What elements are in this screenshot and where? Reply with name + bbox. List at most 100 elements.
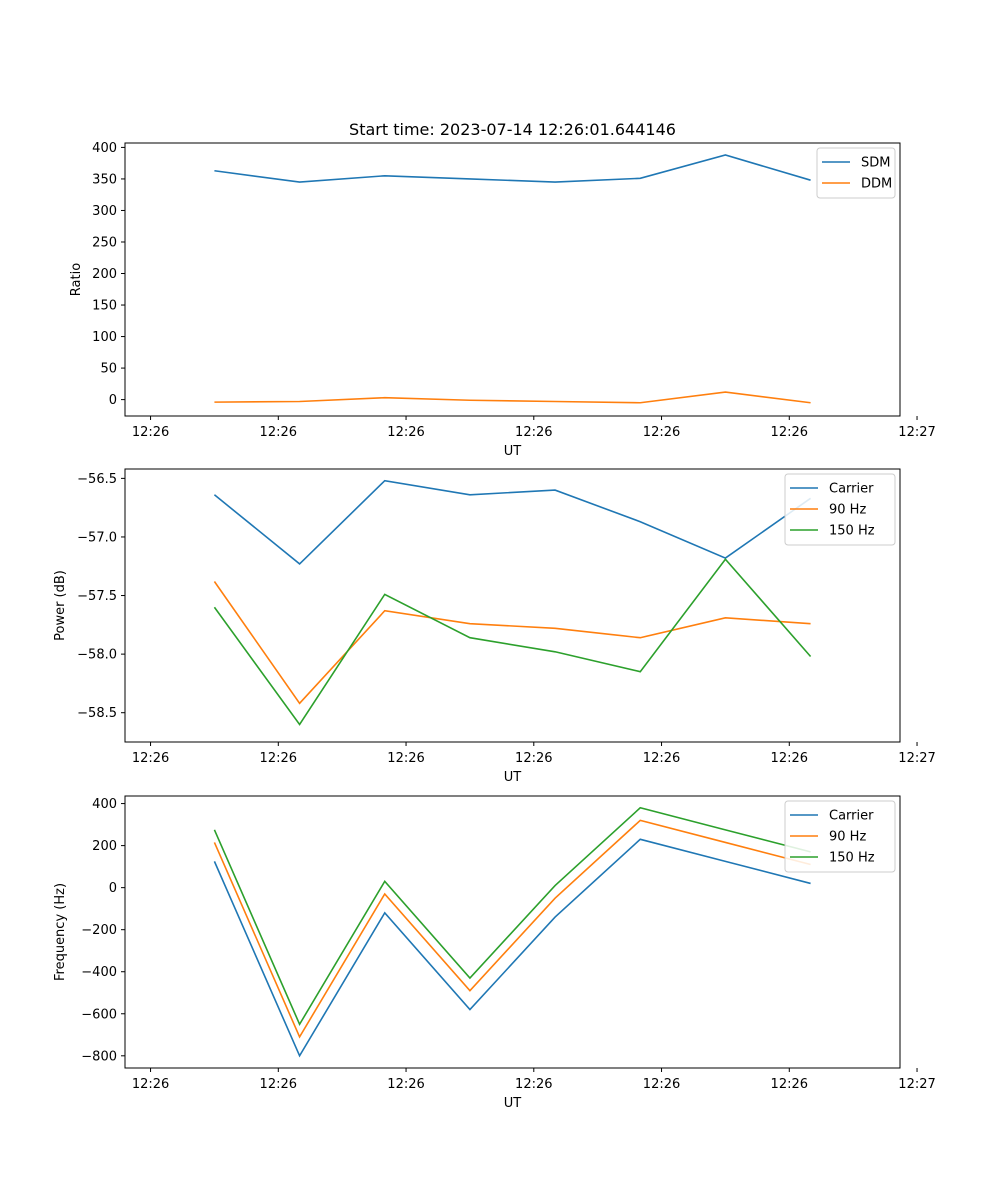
y-tick-label: −600	[81, 1007, 117, 1022]
data-point	[469, 977, 471, 979]
data-point	[384, 610, 386, 612]
y-tick-label: 250	[92, 235, 117, 250]
y-axis-label: Power (dB)	[53, 570, 68, 641]
y-axis-label: Ratio	[69, 263, 84, 296]
data-point	[724, 860, 726, 862]
y-tick-label: 150	[92, 299, 117, 314]
data-point	[298, 723, 300, 725]
x-tick-label: 12:26	[132, 751, 169, 766]
x-tick-label: 12:26	[260, 751, 297, 766]
y-tick-label: −57.0	[77, 530, 117, 545]
chart-title: Start time: 2023-07-14 12:26:01.644146	[349, 120, 676, 139]
data-point	[639, 807, 641, 809]
data-point	[469, 622, 471, 624]
legend-label: Carrier	[829, 482, 874, 497]
legend-box	[816, 147, 896, 199]
y-tick-label: −58.5	[77, 706, 117, 721]
data-point	[469, 637, 471, 639]
y-tick-label: 100	[92, 330, 117, 345]
data-point	[639, 402, 641, 404]
data-point	[213, 401, 215, 403]
x-tick-label: 12:26	[643, 425, 680, 440]
x-tick-label: 12:26	[387, 1077, 424, 1092]
data-point	[639, 177, 641, 179]
data-point	[724, 154, 726, 156]
data-point	[298, 702, 300, 704]
data-point	[384, 593, 386, 595]
series-line-90-hz	[213, 819, 811, 1039]
x-tick-label: 12:26	[643, 751, 680, 766]
y-axis-label: Frequency (Hz)	[53, 883, 68, 981]
legend: Carrier 90 Hz 150 Hz	[784, 473, 896, 546]
data-point	[469, 989, 471, 991]
axes-frame	[124, 468, 901, 743]
data-point	[724, 391, 726, 393]
legend-label: 150 Hz	[829, 851, 875, 866]
legend-box	[784, 800, 896, 873]
y-tick-label: 0	[109, 393, 117, 408]
x-tick-label: 12:27	[898, 425, 935, 440]
data-point	[469, 494, 471, 496]
legend-label: 90 Hz	[829, 503, 866, 518]
x-tick-label: 12:26	[260, 425, 297, 440]
data-point	[554, 884, 556, 886]
x-tick-label: 12:26	[643, 1077, 680, 1092]
data-point	[298, 1036, 300, 1038]
x-tick-label: 12:26	[515, 425, 552, 440]
data-point	[809, 179, 811, 181]
x-tick-label: 12:26	[260, 1077, 297, 1092]
legend-label: DDM	[861, 177, 892, 192]
panel-3: 12:26 12:26 12:26 12:26 12:26 12:26 12:27 −800 −…	[53, 795, 936, 1111]
data-point	[724, 558, 726, 560]
x-axis-label: UT	[504, 770, 522, 785]
data-point	[554, 400, 556, 402]
x-tick-label: 12:26	[387, 425, 424, 440]
data-point	[554, 897, 556, 899]
x-tick-label: 12:26	[771, 1077, 808, 1092]
data-point	[384, 397, 386, 399]
legend-label: 150 Hz	[829, 524, 875, 539]
y-tick-label: 0	[109, 881, 117, 896]
y-tick-label: −58.0	[77, 648, 117, 663]
data-point	[554, 651, 556, 653]
series-line-carrier	[213, 838, 811, 1058]
data-point	[554, 916, 556, 918]
data-point	[469, 178, 471, 180]
data-point	[639, 670, 641, 672]
data-point	[469, 1008, 471, 1010]
x-tick-label: 12:26	[132, 1077, 169, 1092]
series-line-90-hz	[213, 581, 811, 705]
data-point	[809, 655, 811, 657]
data-point	[639, 637, 641, 639]
data-point	[554, 627, 556, 629]
data-point	[213, 860, 215, 862]
data-point	[809, 882, 811, 884]
axes-frame	[124, 795, 901, 1069]
panel-2: 12:26 12:26 12:26 12:26 12:26 12:26 12:27 −58.5…	[53, 468, 936, 785]
legend: SDM DDM	[816, 147, 896, 199]
series-line-ddm	[214, 391, 811, 404]
data-point	[213, 170, 215, 172]
y-tick-label: 50	[100, 362, 117, 377]
data-point	[724, 617, 726, 619]
series-line-carrier	[213, 479, 812, 565]
data-point	[469, 399, 471, 401]
x-tick-label: 12:26	[387, 751, 424, 766]
data-point	[384, 880, 386, 882]
legend-label: 90 Hz	[829, 830, 866, 845]
y-tick-label: 400	[92, 797, 117, 812]
data-point	[213, 494, 215, 496]
data-point	[554, 181, 556, 183]
x-tick-label: 12:26	[515, 1077, 552, 1092]
data-point	[724, 829, 726, 831]
data-point	[809, 622, 811, 624]
panel-1: 12:26 12:26 12:26 12:26 12:26 12:26 12:27 0 50 10…	[69, 120, 936, 459]
data-point	[554, 489, 556, 491]
data-point	[384, 480, 386, 482]
series-line-sdm	[214, 154, 811, 183]
axes-frame	[124, 142, 901, 417]
data-point	[298, 1055, 300, 1057]
legend-label: SDM	[861, 156, 890, 171]
y-tick-label: −57.5	[77, 589, 117, 604]
